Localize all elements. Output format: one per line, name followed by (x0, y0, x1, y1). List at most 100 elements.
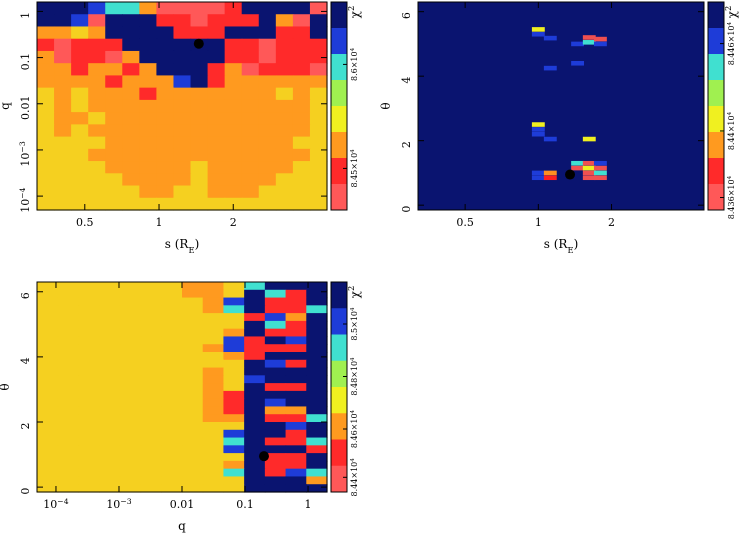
heatmap-cell (57, 328, 80, 338)
panel-q-theta: 10−4 10−3 0.01 0.1 1 0 2 4 6 q θ 8.5×104 8.48×104 8.4… (0, 281, 362, 533)
y-axis-label: θ (379, 102, 393, 109)
heatmap-cell (57, 367, 80, 376)
heatmap-cell (122, 112, 140, 125)
heatmap-cell (531, 31, 545, 37)
heatmap-cell (582, 136, 596, 142)
heatmap-cell (264, 453, 287, 462)
heatmap-cell (264, 344, 287, 353)
heatmap-cell (37, 320, 59, 330)
colorbar-segment (708, 132, 724, 159)
heatmap-cell (71, 63, 89, 77)
heatmap-cell (161, 359, 183, 369)
heatmap-cell (309, 50, 328, 64)
heatmap-cell (37, 112, 55, 125)
heatmap-cell (182, 414, 204, 423)
colorbar-frame (330, 1, 348, 211)
heatmap-cell (37, 453, 59, 462)
colorbar-segment (331, 413, 347, 440)
heatmap-cell (71, 197, 89, 211)
x-tick-label: 10−3 (106, 497, 131, 512)
heatmap-cell (57, 460, 80, 470)
x-axis-label: s (RE) (544, 237, 579, 255)
heatmap-cell (57, 383, 80, 392)
heatmap-cell (119, 445, 142, 454)
heatmap-cell (202, 414, 225, 423)
y-tick-label: 2 (400, 141, 413, 148)
heatmap-cell (78, 328, 100, 338)
heatmap-cell (119, 414, 142, 423)
heatmap-cell (140, 460, 162, 470)
heatmap-cell (161, 468, 183, 478)
heatmap-cell (182, 352, 204, 361)
heatmap-cell (241, 63, 260, 77)
heatmap-cell (531, 122, 545, 127)
heatmap-cell (285, 468, 307, 478)
heatmap-cell (531, 127, 545, 132)
heatmap-cell (105, 124, 123, 138)
y-tick-label: 0 (19, 488, 32, 495)
heatmap-cell (285, 359, 307, 369)
heatmap-cell (244, 367, 266, 376)
heatmap-cell (54, 75, 72, 89)
heatmap-cell (275, 2, 294, 15)
heatmap-cell (105, 112, 123, 125)
heatmap-cell (223, 375, 245, 384)
heatmap-cell (161, 453, 183, 462)
heatmap-cell (78, 414, 100, 423)
heatmap-cell (309, 38, 328, 52)
heatmap-cell (119, 460, 142, 470)
heatmap-cell (54, 112, 72, 125)
heatmap-cell (182, 390, 204, 400)
heatmap-cell (258, 185, 277, 199)
heatmap-cell (173, 112, 192, 125)
heatmap-cell (99, 375, 121, 384)
heatmap-cell (531, 27, 545, 32)
heatmap-cell (543, 65, 557, 71)
heatmap-cell (140, 297, 162, 306)
heatmap-cell (88, 75, 106, 89)
heatmap-cell (285, 305, 307, 314)
heatmap-cell (292, 197, 311, 211)
heatmap-cell (593, 170, 607, 176)
heatmap-cell (156, 185, 175, 199)
x-axis-label: q (178, 519, 186, 533)
heatmap-cell (54, 2, 72, 15)
heatmap-cell (207, 124, 226, 138)
heatmap-cell (207, 14, 226, 28)
heatmap-cell (244, 336, 266, 345)
heatmap-cell (190, 161, 209, 174)
heatmap-cell (78, 468, 100, 478)
heatmap-cell (244, 352, 266, 361)
heatmap-cell (37, 297, 59, 306)
heatmap-cell (122, 197, 140, 211)
heatmap-cell (309, 148, 328, 162)
heatmap-cell (57, 359, 80, 369)
heatmap-cell (244, 359, 266, 369)
heatmap-cell (285, 383, 307, 392)
heatmap-cell (223, 460, 245, 470)
heatmap-cell (593, 165, 607, 171)
heatmap-cell (241, 26, 260, 40)
heatmap-cell (57, 476, 80, 485)
heatmap-cell (223, 305, 245, 314)
y-axis-label: θ (0, 383, 12, 390)
heatmap-cell (139, 63, 158, 77)
heatmap-cell (241, 50, 260, 64)
heatmap-cell (119, 297, 142, 306)
heatmap-cell (244, 297, 266, 306)
heatmap-cell (309, 185, 328, 199)
heatmap-cell (202, 313, 225, 322)
heatmap-cell (88, 38, 106, 52)
heatmap-cell (57, 453, 80, 462)
heatmap-cell (54, 99, 72, 113)
heatmap-cell (306, 336, 328, 345)
heatmap-cell (57, 414, 80, 423)
heatmap-cell (264, 429, 287, 439)
heatmap-cell (71, 99, 89, 113)
heatmap-cell (190, 185, 209, 199)
heatmap-cell (202, 460, 225, 470)
heatmap-cell (202, 390, 225, 400)
heatmap-cell (241, 2, 260, 15)
heatmap-cell (119, 328, 142, 338)
heatmap-cell (275, 161, 294, 174)
